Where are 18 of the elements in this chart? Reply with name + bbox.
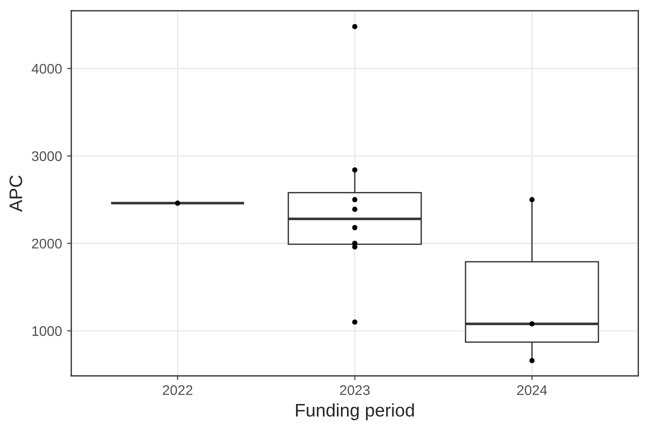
y-tick-label: 1000 <box>32 326 62 336</box>
x-tick-label: 2022 <box>162 385 192 396</box>
point <box>352 197 358 202</box>
point <box>352 167 358 173</box>
y-axis-title: APC <box>9 175 22 212</box>
x-axis-title: Funding period <box>296 403 414 420</box>
y-tick-label: 2000 <box>32 238 62 249</box>
y-tick-label: 3000 <box>32 151 62 162</box>
x-tick-label: 2024 <box>517 385 548 396</box>
x-tick-label: 2023 <box>340 385 370 396</box>
point <box>352 206 358 212</box>
point <box>352 319 358 325</box>
point <box>352 225 358 230</box>
point <box>352 24 358 30</box>
point <box>529 321 535 326</box>
point <box>529 358 535 364</box>
y-tick-label: 4000 <box>32 64 62 74</box>
point <box>529 197 535 202</box>
